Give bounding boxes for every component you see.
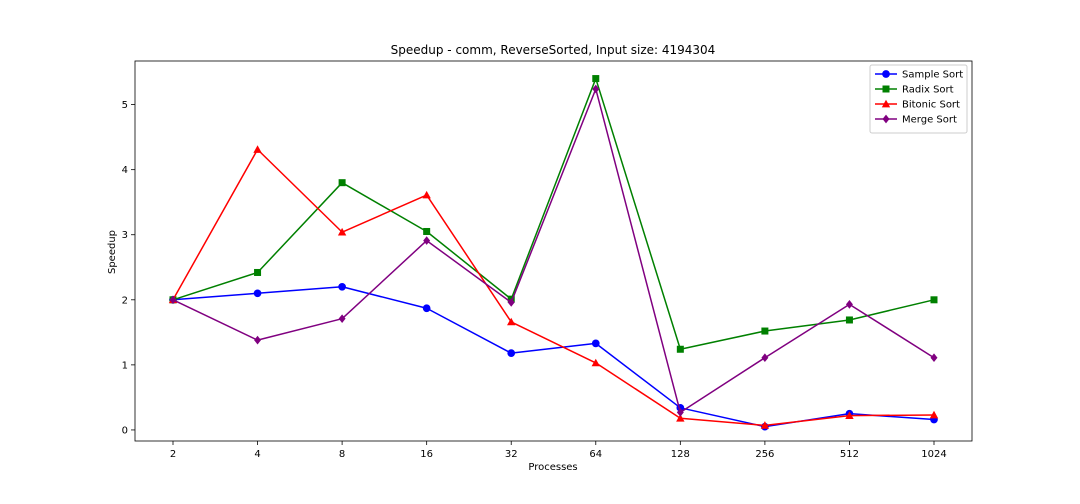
legend-box xyxy=(869,64,968,134)
data-point xyxy=(337,227,347,236)
x-tick-label: 64 xyxy=(589,449,602,460)
x-tick-label: 1024 xyxy=(921,449,946,460)
chart-title: Speedup - comm, ReverseSorted, Input siz… xyxy=(391,43,716,57)
legend-marker xyxy=(881,99,891,108)
data-point xyxy=(423,236,431,245)
data-point xyxy=(253,289,262,298)
data-point xyxy=(507,298,515,307)
series-line xyxy=(172,77,935,351)
data-point xyxy=(422,190,431,199)
data-point xyxy=(930,353,938,363)
data-point xyxy=(591,358,600,367)
data-point xyxy=(254,335,262,345)
legend-item: Merge Sort xyxy=(875,115,957,126)
y-tick-label: 2 xyxy=(122,295,128,306)
legend-label: Radix Sort xyxy=(902,85,954,96)
legend-label: Sample Sort xyxy=(902,70,963,81)
y-tick-label: 5 xyxy=(122,100,128,111)
legend: Sample Sort Radix Sort Bitonic Sort Merge S… xyxy=(869,64,968,134)
legend-marker xyxy=(882,114,890,124)
data-point xyxy=(254,268,262,276)
data-point xyxy=(845,300,853,309)
axes-frame xyxy=(134,60,973,442)
series-line xyxy=(172,148,935,427)
legend-marker xyxy=(882,85,890,93)
plot-background xyxy=(135,61,972,441)
data-point xyxy=(676,345,684,353)
data-point xyxy=(507,317,516,326)
data-point xyxy=(930,296,938,304)
series-merge-sort xyxy=(169,84,938,417)
data-point xyxy=(591,339,600,348)
x-tick-label: 128 xyxy=(671,449,690,460)
y-axis-label: Speedup xyxy=(107,230,118,274)
x-tick-label: 8 xyxy=(339,449,345,460)
data-point xyxy=(676,414,685,422)
plot-area xyxy=(135,61,972,441)
data-point xyxy=(592,84,600,94)
data-point xyxy=(761,327,769,335)
data-point xyxy=(507,349,516,358)
x-tick-label: 16 xyxy=(420,449,433,460)
data-point xyxy=(845,411,854,419)
data-point xyxy=(338,179,346,187)
y-tick-label: 4 xyxy=(122,165,128,176)
legend-item: Bitonic Sort xyxy=(875,100,960,111)
data-point xyxy=(338,282,346,291)
legend-marker xyxy=(882,70,890,78)
legend-label: Bitonic Sort xyxy=(902,100,960,111)
legend-label: Merge Sort xyxy=(902,115,957,126)
data-point xyxy=(423,227,431,235)
data-point xyxy=(253,145,262,153)
legend-item: Sample Sort xyxy=(875,70,963,81)
x-tick-label: 2 xyxy=(170,449,176,460)
data-point xyxy=(760,421,770,429)
series-layer xyxy=(168,75,939,431)
x-tick-label: 256 xyxy=(755,449,774,460)
x-tick-label: 4 xyxy=(254,449,260,460)
axes-layer: 0 1 2 3 4 5 2 4 8 16 32 64 128 256 512 1024 xyxy=(122,60,973,460)
y-tick-label: 1 xyxy=(122,360,128,371)
y-tick-label: 0 xyxy=(122,425,128,436)
data-point xyxy=(338,314,346,324)
data-point xyxy=(676,408,684,417)
data-point xyxy=(761,353,769,363)
series-line xyxy=(172,88,935,414)
data-point xyxy=(929,410,939,419)
data-point xyxy=(592,75,600,83)
data-point xyxy=(845,316,853,324)
y-tick-label: 3 xyxy=(122,230,128,241)
data-point xyxy=(169,295,177,305)
data-point xyxy=(422,304,431,313)
x-tick-label: 512 xyxy=(840,449,859,460)
x-axis-label: Processes xyxy=(528,462,577,473)
x-tick-label: 32 xyxy=(505,449,518,460)
legend-item: Radix Sort xyxy=(875,85,954,96)
